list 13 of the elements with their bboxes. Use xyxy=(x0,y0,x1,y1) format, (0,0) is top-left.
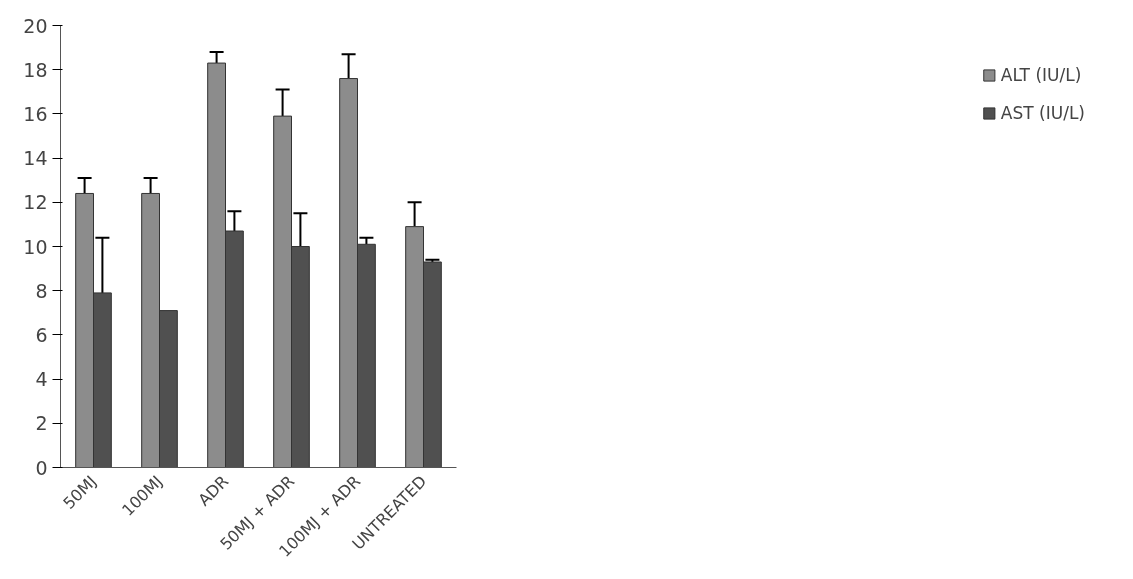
y-tick-label: 18 xyxy=(23,58,48,81)
y-tick-label: 6 xyxy=(35,323,48,346)
y-tick-label: 4 xyxy=(35,368,48,391)
y-tick-label: 10 xyxy=(23,235,48,258)
legend-label: ALT (IU/L) xyxy=(1000,65,1082,85)
y-tick-label: 12 xyxy=(23,191,48,214)
y-tick-label: 20 xyxy=(23,14,48,37)
y-tick-label: 16 xyxy=(23,102,48,125)
y-tick-label: 8 xyxy=(35,279,48,302)
y-tick-label: 2 xyxy=(35,412,48,435)
y-tick-label: 0 xyxy=(35,456,48,479)
legend-label: AST (IU/L) xyxy=(1000,103,1085,123)
y-tick-label: 14 xyxy=(23,147,48,170)
